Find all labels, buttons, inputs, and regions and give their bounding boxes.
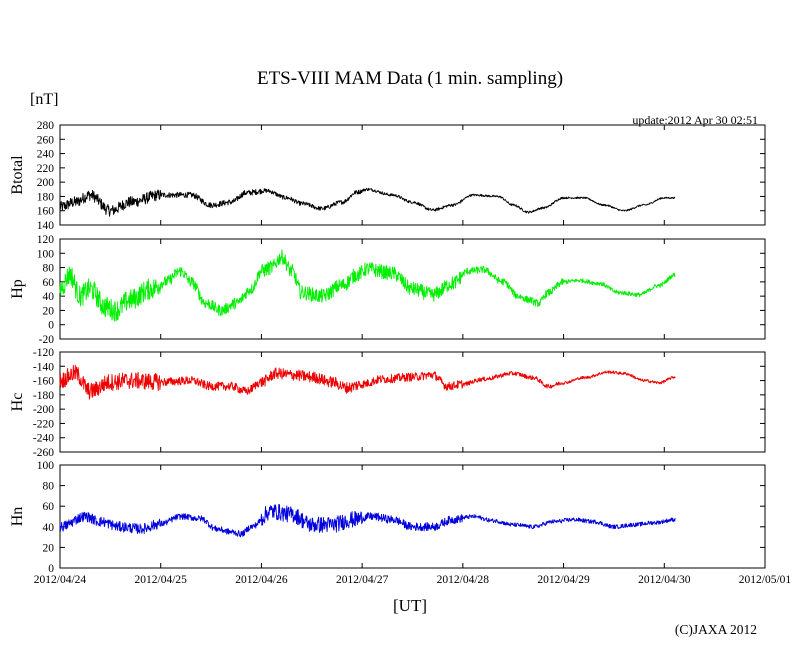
y-tick-label: 80 [43, 481, 55, 493]
y-tick-label: 60 [43, 277, 55, 289]
x-axis-title: [UT] [393, 596, 427, 615]
y-tick-label: 60 [43, 501, 55, 513]
x-tick-label: 2012/05/01 [739, 574, 792, 586]
y-tick-label: 0 [48, 320, 54, 332]
panel-label-hn: Hn [9, 507, 26, 527]
y-tick-label: 40 [43, 291, 55, 303]
x-tick-label: 2012/04/25 [135, 574, 188, 586]
y-tick-label: 180 [37, 191, 55, 203]
panel-label-btotal: Btotal [9, 155, 26, 195]
y-tick-label: 140 [37, 220, 55, 232]
y-tick-label: 100 [37, 248, 55, 260]
y-tick-label: 100 [37, 460, 55, 472]
x-tick-label: 2012/04/27 [336, 574, 389, 586]
y-tick-label: 220 [37, 163, 55, 175]
panel-frame [59, 124, 766, 226]
x-axis-ticks: 2012/04/24 2012/04/25 2012/04/26 2012/04/27… [34, 574, 792, 586]
panel-btotal: 280 260 240 220 200 180 160 140 Btotal [9, 120, 766, 232]
panel-hp: 120 100 80 60 40 20 0 -20 Hp [9, 234, 766, 346]
y-tick-label: -200 [33, 404, 54, 416]
y-tick-label: -220 [33, 418, 54, 430]
y-tick-label: -260 [33, 447, 54, 459]
y-tick-label: 200 [37, 177, 55, 189]
x-tick-label: 2012/04/28 [437, 574, 490, 586]
x-tick-label: 2012/04/29 [537, 574, 590, 586]
panel-frame [59, 351, 766, 453]
panel-hc: -120 -140 -160 -180 -200 -220 -240 -260 Hc [9, 347, 766, 459]
series-line-btotal [59, 187, 676, 217]
series-line-hc [59, 364, 676, 400]
x-tick-label: 2012/04/30 [638, 574, 691, 586]
y-tick-label: -240 [33, 433, 54, 445]
copyright-label: (C)JAXA 2012 [675, 622, 757, 637]
y-tick-label: 20 [43, 305, 55, 317]
x-tick-label: 2012/04/26 [235, 574, 288, 586]
y-tick-label: -140 [33, 361, 54, 373]
x-tick-label: 2012/04/24 [34, 574, 87, 586]
y-tick-label: 260 [37, 134, 55, 146]
panel-hn: 100 80 60 40 20 0 Hn [9, 460, 766, 575]
panel-label-hp: Hp [9, 279, 26, 299]
series-line-hp [59, 249, 676, 322]
y-tick-label: 40 [43, 522, 55, 534]
panel-label-hc: Hc [9, 393, 26, 412]
series-line-hn [59, 504, 676, 538]
y-tick-label: 160 [37, 206, 55, 218]
panel-frame [59, 464, 766, 569]
y-tick-label: 80 [43, 263, 55, 275]
y-tick-label: -120 [33, 347, 54, 359]
y-tick-label: 0 [48, 563, 54, 575]
panels: 280260240220200180160140Btotal1201008060… [9, 120, 766, 575]
y-tick-label: -160 [33, 376, 54, 388]
y-tick-label: 280 [37, 120, 55, 132]
y-tick-label: 20 [43, 542, 55, 554]
y-tick-label: 120 [37, 234, 55, 246]
y-unit-label: [nT] [30, 91, 58, 108]
y-tick-label: -180 [33, 390, 54, 402]
update-timestamp: update:2012 Apr 30 02:51 [632, 113, 758, 127]
y-tick-label: -20 [39, 334, 55, 346]
y-tick-label: 240 [37, 149, 55, 161]
chart-title: ETS-VIII MAM Data (1 min. sampling) [257, 68, 563, 89]
